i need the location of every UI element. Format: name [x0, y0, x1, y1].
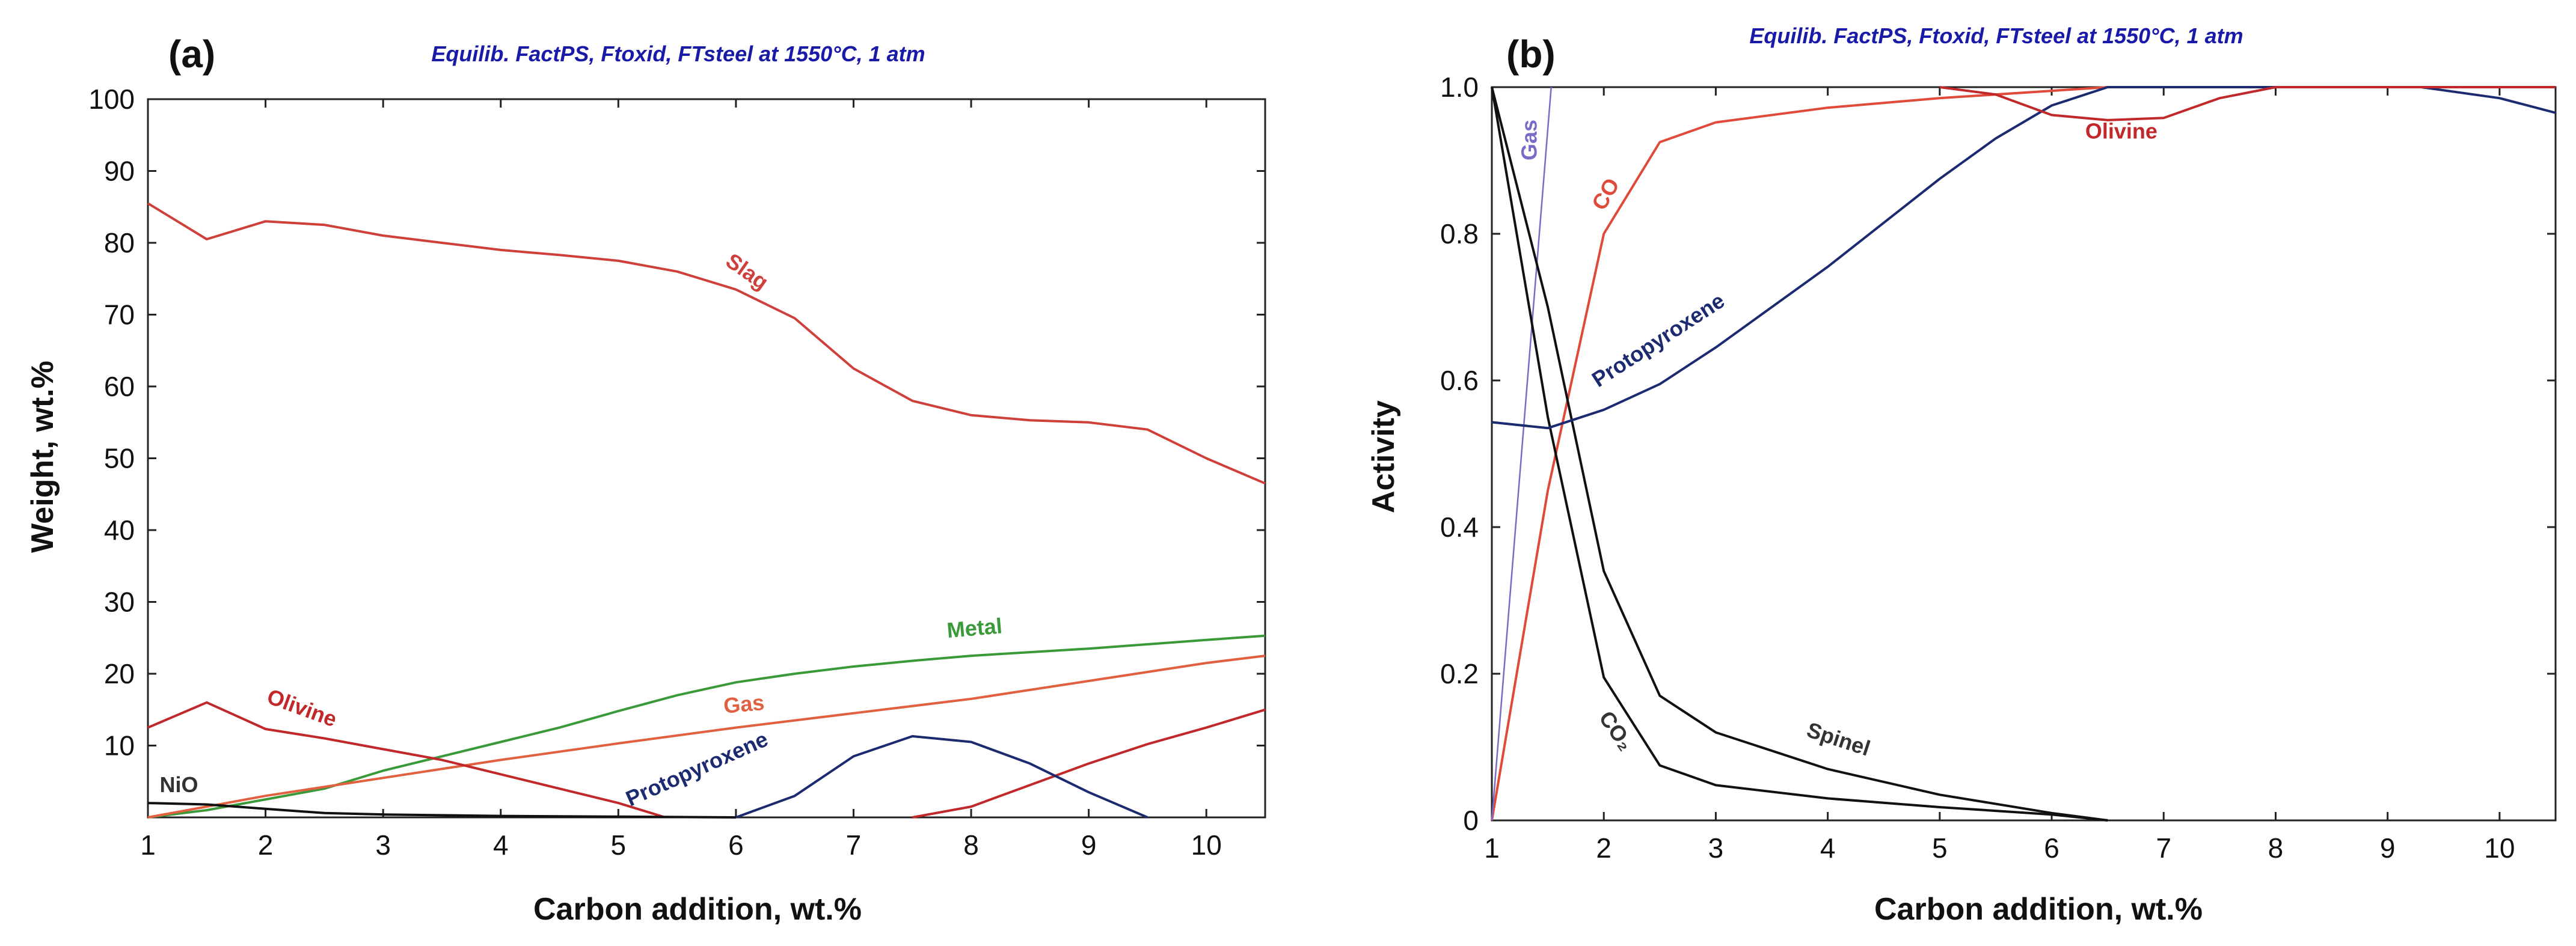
series-label: Gas [722, 690, 765, 718]
x-tick-label: 6 [728, 829, 744, 861]
series-line-olivine-2- [912, 708, 1266, 819]
x-tick-label: 3 [375, 829, 391, 861]
y-tick-label: 1.0 [1440, 72, 1479, 103]
series-label: Metal [946, 613, 1003, 642]
y-tick-label: 10 [104, 730, 135, 761]
y-tick-label: 0.4 [1440, 511, 1479, 543]
series-label: Protopyroxene [1587, 288, 1729, 392]
series-label: Gas [1516, 120, 1541, 160]
panel-b-activity-chart: (b) Equilib. FactPS, Ftoxid, FTsteel at … [1366, 23, 2557, 927]
x-tick-label: 5 [1932, 832, 1948, 864]
x-tick-label: 7 [2156, 832, 2171, 864]
x-tick-label: 10 [2484, 832, 2515, 864]
series-line-spinel [1491, 87, 2108, 822]
y-tick-label: 0.2 [1440, 658, 1479, 689]
series-label: NiO [160, 772, 198, 797]
y-tick-label: 0.6 [1440, 365, 1479, 396]
series-line-nio [147, 802, 736, 819]
series-line-olivine [147, 701, 666, 819]
series-line-co [1491, 86, 2556, 821]
y-tick-label: 0 [1463, 805, 1479, 836]
x-tick-label: 2 [1596, 832, 1612, 864]
panel-a-xlabel: Carbon addition, wt.% [533, 892, 862, 927]
x-tick-label: 3 [1708, 832, 1724, 864]
y-tick-label: 50 [104, 443, 135, 474]
series-line-co- [1491, 87, 2108, 822]
x-tick-label: 1 [140, 829, 156, 861]
plot-frame [1491, 86, 2557, 822]
x-tick-label: 7 [846, 829, 862, 861]
series-label: Olivine [2085, 118, 2157, 143]
y-tick-label: 90 [104, 156, 135, 187]
y-tick-label: 80 [104, 227, 135, 258]
series-label: CO₂ [1594, 706, 1639, 755]
series-line-gas [1491, 87, 1552, 821]
series-line-olivine [1939, 86, 2556, 121]
panel-a-label: (a) [168, 32, 215, 76]
x-tick-label: 6 [2044, 832, 2059, 864]
x-tick-label: 10 [1191, 829, 1222, 861]
y-tick-label: 0.8 [1440, 218, 1479, 249]
series-line-slag [147, 202, 1266, 485]
panel-a-title: Equilib. FactPS, Ftoxid, FTsteel at 1550… [431, 41, 925, 66]
x-tick-label: 1 [1484, 832, 1500, 864]
x-tick-label: 2 [258, 829, 274, 861]
panel-b-ylabel: Activity [1366, 400, 1401, 513]
series-line-gas [147, 655, 1266, 819]
y-tick-label: 20 [104, 658, 135, 689]
series-line-metal [147, 634, 1266, 819]
x-tick-label: 5 [611, 829, 627, 861]
series-line-protopyroxene [1491, 86, 2556, 430]
series-label: Olivine [264, 684, 340, 732]
panel-a-weight-chart: (a) Equilib. FactPS, Ftoxid, FTsteel at … [25, 32, 1266, 927]
x-tick-label: 4 [493, 829, 509, 861]
series-line-protopyroxene [735, 735, 1148, 819]
y-tick-label: 70 [104, 299, 135, 331]
panel-a-ylabel: Weight, wt.% [25, 361, 60, 553]
y-tick-label: 60 [104, 371, 135, 402]
panel-b-title: Equilib. FactPS, Ftoxid, FTsteel at 1550… [1749, 23, 2243, 48]
y-tick-label: 40 [104, 514, 135, 546]
x-tick-label: 8 [2268, 832, 2284, 864]
x-tick-label: 9 [1081, 829, 1097, 861]
x-tick-label: 8 [963, 829, 979, 861]
panel-b-label: (b) [1506, 32, 1556, 76]
x-tick-label: 9 [2380, 832, 2396, 864]
series-label: Spinel [1804, 717, 1873, 760]
y-tick-label: 30 [104, 587, 135, 618]
panel-b-xlabel: Carbon addition, wt.% [1874, 892, 2203, 927]
y-tick-label: 100 [88, 84, 135, 115]
x-tick-label: 4 [1820, 832, 1836, 864]
